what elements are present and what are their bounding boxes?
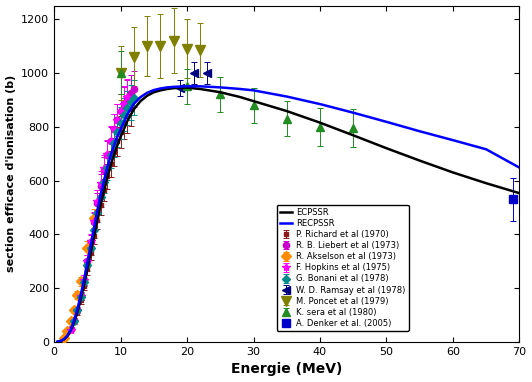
ECPSSR [91, 234, 97, 239]
ECPSSR [118, 134, 124, 139]
RECPSSR [81, 277, 87, 282]
Line: RECPSSR: RECPSSR [57, 86, 519, 342]
RECPSSR [317, 102, 323, 106]
RECPSSR [111, 143, 117, 148]
ECPSSR [71, 320, 77, 325]
ECPSSR [217, 90, 223, 94]
RECPSSR [450, 138, 456, 142]
ECPSSR [483, 181, 489, 186]
ECPSSR [237, 95, 244, 99]
ECPSSR [78, 297, 84, 302]
ECPSSR [317, 120, 323, 125]
RECPSSR [417, 129, 423, 134]
RECPSSR [131, 102, 137, 106]
ECPSSR [137, 99, 144, 104]
X-axis label: Energie (MeV): Energie (MeV) [231, 363, 343, 376]
RECPSSR [61, 337, 67, 342]
RECPSSR [104, 165, 111, 170]
RECPSSR [251, 88, 257, 93]
ECPSSR [57, 339, 64, 343]
Y-axis label: section efficace d'ionisation (b): section efficace d'ionisation (b) [5, 75, 15, 272]
RECPSSR [171, 84, 177, 89]
RECPSSR [97, 192, 104, 197]
RECPSSR [237, 87, 244, 91]
RECPSSR [114, 134, 120, 139]
RECPSSR [137, 95, 144, 99]
RECPSSR [217, 85, 223, 90]
ECPSSR [284, 109, 290, 113]
ECPSSR [84, 267, 90, 272]
RECPSSR [74, 307, 80, 311]
RECPSSR [57, 339, 64, 343]
ECPSSR [68, 329, 74, 333]
ECPSSR [157, 88, 164, 93]
ECPSSR [171, 86, 177, 91]
RECPSSR [124, 112, 130, 117]
RECPSSR [184, 84, 190, 89]
ECPSSR [184, 85, 190, 90]
RECPSSR [144, 91, 151, 95]
ECPSSR [251, 99, 257, 104]
ECPSSR [124, 119, 130, 124]
RECPSSR [91, 226, 97, 230]
RECPSSR [483, 147, 489, 152]
ECPSSR [383, 146, 389, 151]
RECPSSR [157, 86, 164, 91]
RECPSSR [54, 340, 61, 344]
ECPSSR [516, 191, 522, 196]
ECPSSR [131, 107, 137, 112]
RECPSSR [84, 261, 90, 265]
RECPSSR [284, 94, 290, 99]
RECPSSR [151, 88, 157, 92]
Legend: ECPSSR, RECPSSR, P. Richard et al (1970), R. B. Liebert et al (1973), R. Akselso: ECPSSR, RECPSSR, P. Richard et al (1970)… [277, 205, 409, 331]
RECPSSR [177, 84, 184, 89]
ECPSSR [61, 337, 67, 342]
RECPSSR [64, 333, 71, 338]
RECPSSR [78, 293, 84, 298]
ECPSSR [94, 218, 101, 223]
ECPSSR [164, 87, 170, 91]
ECPSSR [144, 94, 151, 98]
RECPSSR [94, 208, 101, 213]
ECPSSR [81, 283, 87, 287]
Line: ECPSSR: ECPSSR [57, 87, 519, 342]
RECPSSR [87, 243, 94, 248]
RECPSSR [197, 84, 204, 89]
ECPSSR [54, 340, 61, 344]
RECPSSR [71, 318, 77, 323]
ECPSSR [151, 90, 157, 94]
ECPSSR [107, 163, 114, 168]
RECPSSR [383, 120, 389, 124]
ECPSSR [104, 176, 111, 180]
ECPSSR [350, 133, 356, 138]
ECPSSR [177, 85, 184, 90]
ECPSSR [197, 87, 204, 91]
RECPSSR [516, 165, 522, 170]
RECPSSR [107, 154, 114, 158]
ECPSSR [111, 153, 117, 157]
RECPSSR [118, 127, 124, 132]
ECPSSR [101, 189, 107, 194]
RECPSSR [164, 85, 170, 90]
ECPSSR [64, 334, 71, 338]
ECPSSR [97, 202, 104, 207]
ECPSSR [450, 170, 456, 175]
ECPSSR [87, 251, 94, 256]
ECPSSR [74, 310, 80, 315]
RECPSSR [68, 327, 74, 332]
RECPSSR [101, 178, 107, 183]
ECPSSR [417, 158, 423, 163]
ECPSSR [114, 143, 120, 148]
RECPSSR [350, 110, 356, 115]
